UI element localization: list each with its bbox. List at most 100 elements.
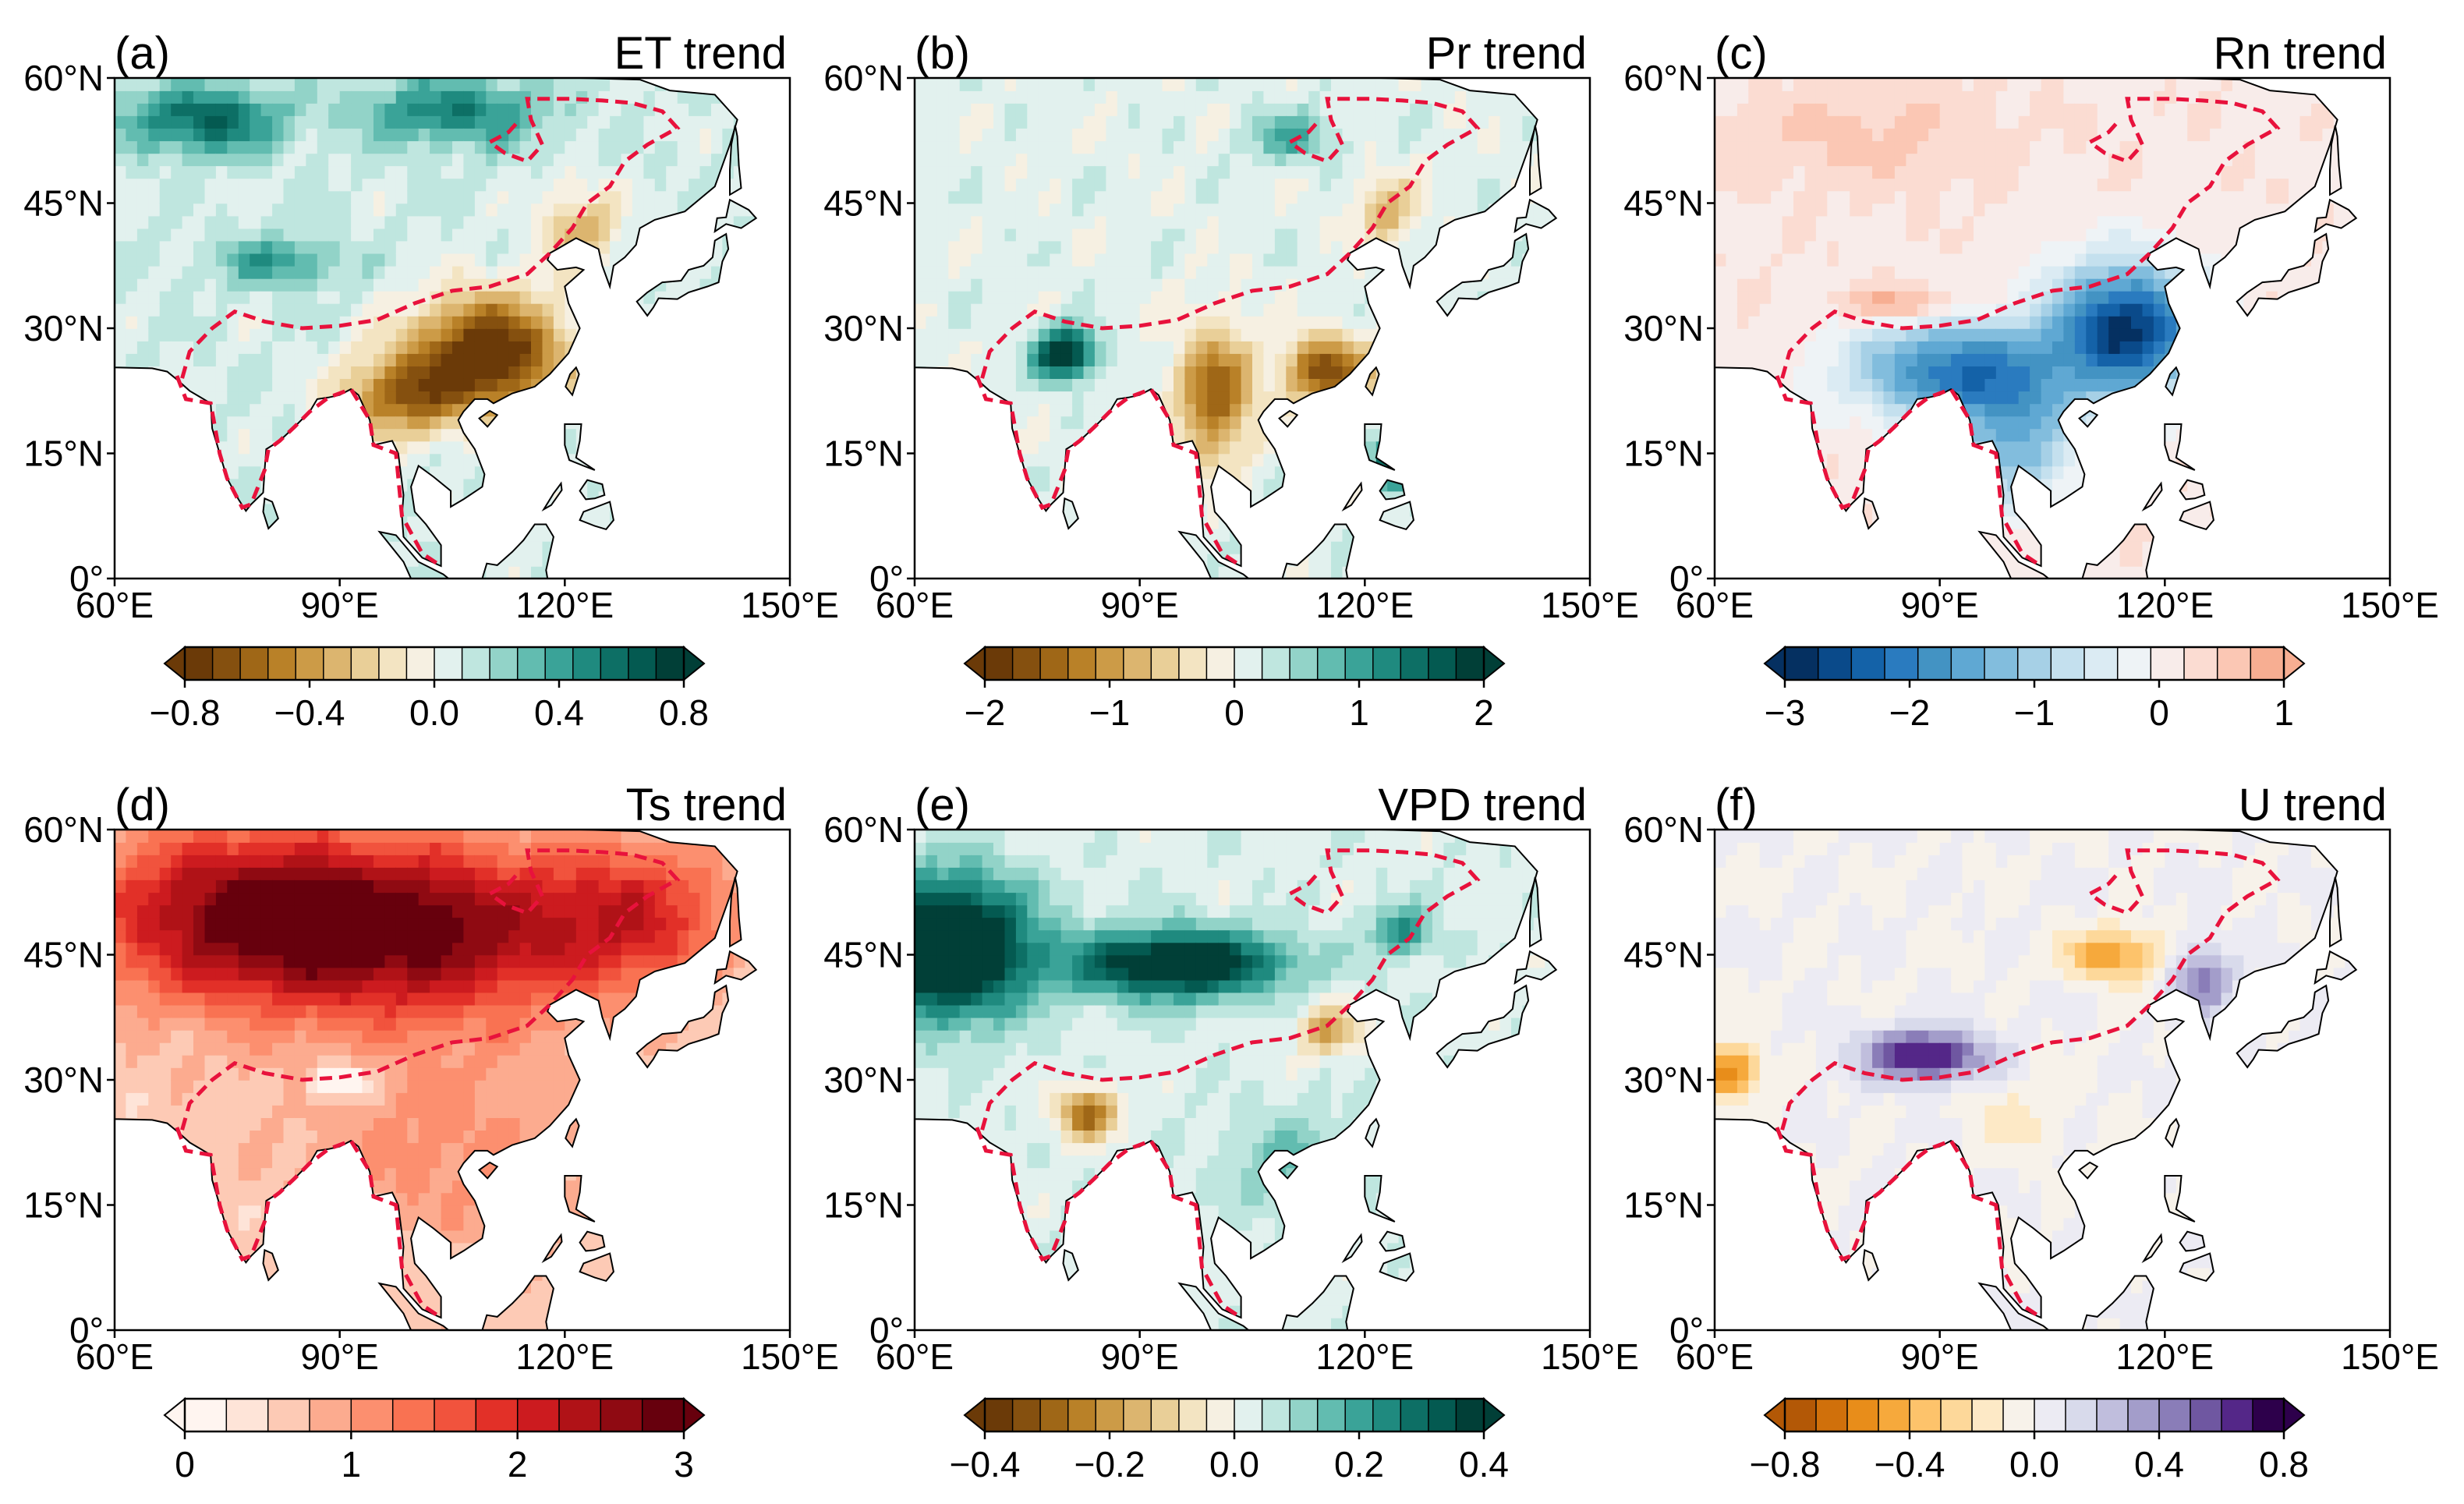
grid-cell	[452, 115, 465, 129]
grid-cell	[553, 278, 566, 292]
grid-cell	[148, 341, 161, 354]
grid-cell	[553, 103, 566, 116]
grid-cell	[1375, 290, 1388, 304]
grid-cell	[1252, 453, 1265, 467]
grid-cell	[418, 403, 430, 417]
grid-cell	[384, 378, 397, 392]
grid-cell	[711, 190, 724, 204]
grid-cell	[430, 190, 442, 204]
grid-cell	[756, 328, 768, 341]
grid-cell	[430, 503, 442, 517]
grid-cell	[1286, 140, 1298, 154]
grid-cell	[452, 566, 465, 579]
grid-cell	[317, 465, 329, 480]
grid-cell	[351, 328, 363, 341]
grid-cell	[1207, 203, 1220, 217]
grid-cell	[136, 90, 150, 104]
grid-cell	[1545, 528, 1556, 542]
grid-cell	[204, 153, 217, 167]
grid-cell	[294, 190, 307, 204]
grid-cell	[1533, 228, 1545, 242]
grid-cell	[1579, 103, 1591, 116]
grid-cell	[1184, 153, 1197, 167]
grid-cell	[1117, 441, 1129, 455]
grid-cell	[959, 403, 972, 417]
grid-cell	[1545, 515, 1556, 529]
grid-cell	[1579, 479, 1591, 492]
grid-cell	[1421, 303, 1433, 317]
grid-cell	[204, 553, 217, 567]
grid-cell	[756, 391, 768, 404]
grid-cell	[159, 328, 172, 341]
grid-cell	[553, 253, 566, 267]
grid-cell	[317, 290, 329, 304]
grid-cell	[722, 253, 735, 267]
grid-cell	[1218, 303, 1230, 317]
grid-cell	[1387, 128, 1400, 142]
grid-cell	[621, 453, 633, 467]
grid-cell	[497, 303, 509, 317]
grid-cell	[351, 441, 363, 455]
grid-cell	[171, 253, 183, 267]
grid-cell	[1319, 215, 1332, 229]
grid-cell	[115, 391, 127, 405]
grid-cell	[1443, 441, 1456, 455]
grid-cell	[699, 228, 712, 242]
grid-cell	[1195, 290, 1208, 304]
grid-cell	[463, 353, 476, 366]
grid-cell	[654, 490, 667, 504]
grid-cell	[915, 478, 927, 492]
grid-cell	[250, 391, 262, 405]
grid-cell	[689, 503, 701, 517]
grid-cell	[204, 490, 217, 504]
grid-cell	[339, 228, 352, 242]
grid-cell	[395, 391, 408, 405]
grid-cell	[362, 253, 374, 267]
island-outline	[1278, 409, 1299, 428]
grid-cell	[1353, 278, 1366, 292]
grid-cell	[306, 215, 318, 229]
grid-cell	[677, 190, 689, 204]
grid-cell	[1477, 428, 1489, 442]
grid-cell	[1094, 153, 1107, 167]
grid-cell	[1128, 203, 1141, 217]
grid-cell	[587, 178, 600, 192]
grid-cell	[587, 228, 600, 242]
grid-cell	[542, 165, 554, 179]
grid-cell	[215, 203, 228, 217]
grid-cell	[632, 353, 645, 366]
grid-cell	[948, 290, 961, 304]
grid-cell	[711, 416, 724, 430]
grid-cell	[283, 190, 296, 204]
island-outline	[564, 423, 596, 471]
grid-cell	[575, 78, 588, 91]
grid-cell	[148, 503, 161, 517]
grid-cell	[486, 503, 498, 517]
grid-cell	[959, 165, 972, 179]
grid-cell	[1726, 540, 1738, 554]
grid-cell	[294, 115, 307, 129]
grid-cell	[621, 391, 633, 405]
grid-cell	[508, 553, 521, 567]
grid-cell	[497, 540, 509, 554]
grid-cell	[1072, 78, 1085, 91]
grid-cell	[959, 153, 972, 167]
grid-cell	[508, 540, 521, 554]
grid-cell	[250, 528, 262, 542]
colorbar-swatch	[1316, 646, 1347, 681]
grid-cell	[1117, 341, 1129, 354]
grid-cell	[283, 566, 296, 579]
grid-cell	[1038, 478, 1050, 492]
grid-cell	[936, 253, 950, 267]
grid-cell	[1398, 428, 1411, 442]
grid-cell	[294, 328, 307, 341]
grid-cell	[610, 441, 622, 455]
grid-cell	[598, 403, 611, 417]
grid-cell	[474, 303, 487, 317]
grid-cell	[1151, 315, 1163, 329]
grid-cell	[1443, 503, 1456, 517]
grid-cell	[148, 228, 161, 242]
grid-cell	[654, 453, 667, 467]
grid-cell	[779, 454, 791, 467]
grid-cell	[1263, 240, 1276, 254]
